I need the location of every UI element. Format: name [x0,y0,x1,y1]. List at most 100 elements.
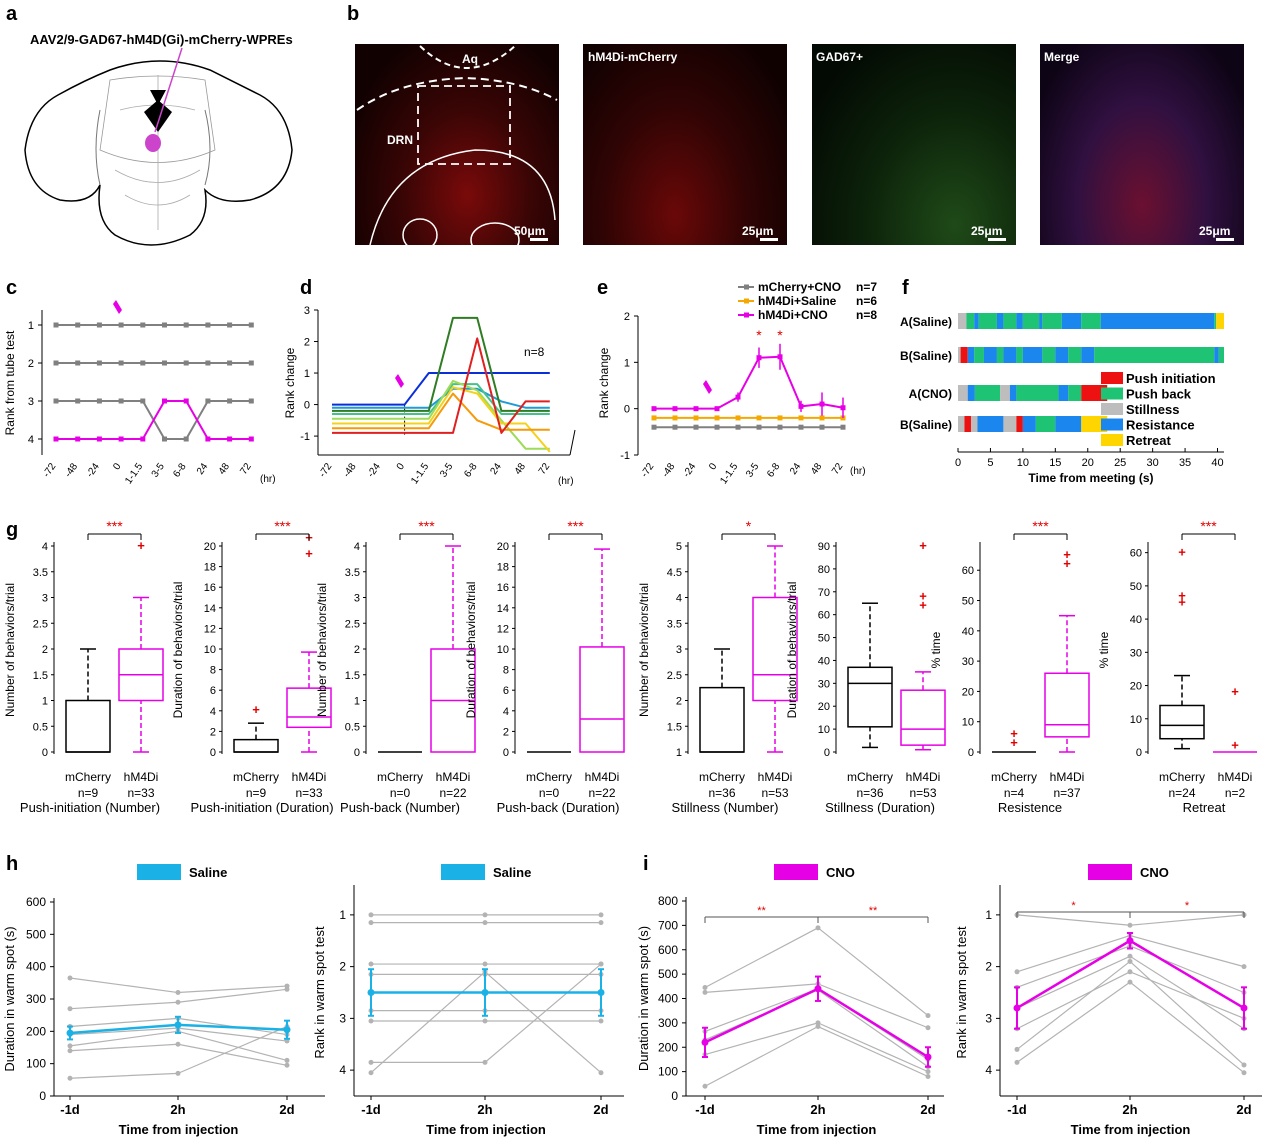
merge-title: Merge [1044,50,1080,64]
individual-point [1127,953,1133,959]
ethogram-segment [974,313,979,329]
y-tick-label: 3 [676,644,682,656]
y-tick-label: 12 [204,623,216,635]
y-tick-label: 3.5 [667,618,682,630]
mean-point [174,1021,182,1029]
data-point [672,424,678,430]
group-label: mCherry [377,770,423,784]
individual-point [175,1070,181,1076]
y-tick-label: 30 [818,678,830,690]
y-tick-label: 100 [658,1065,678,1079]
outlier: + [919,598,927,613]
individual-point [925,1025,931,1031]
x-axis-label: Time from injection [1071,1122,1191,1137]
chart-i-left: 0 100 200 300 400 500 600 700 800 Duration in war… [636,864,944,1137]
x-tick-label: 20 [1082,457,1094,469]
data-point [162,436,167,442]
data-point [798,403,804,409]
individual-line [1016,981,1245,1074]
x-tick-label: 40 [1211,457,1223,469]
data-point [140,322,146,328]
mcherry-title: hM4Di-mCherry [588,50,678,64]
x-tick-label: 2h [810,1102,825,1117]
y-tick-label: 40 [1130,614,1142,626]
data-point [205,398,211,404]
y-tick-label: 60 [1130,548,1142,560]
n-label: n=9 [78,786,99,800]
data-point [714,424,720,430]
x-tick-label: 1-1.5 [718,461,740,486]
significance-label: * [1071,900,1076,912]
y-tick-label: 3 [28,396,34,408]
outlier: + [252,702,260,717]
x-tick-label: 48 [217,461,233,477]
x-tick-label: 5 [987,457,993,469]
mean-point [481,989,489,996]
panel-title: Push-back (Duration) [497,800,620,815]
individual-line [704,927,929,1017]
panel-label-d: d [300,277,312,299]
group-label: hM4Di [758,770,793,784]
y-tick-label: 14 [497,603,509,615]
panel-label-f: f [902,277,909,299]
data-point [777,354,783,360]
individual-point [67,1048,73,1054]
ethogram-segment [1068,385,1082,401]
individual-point [1127,979,1133,985]
y-tick-label: 60 [962,565,974,577]
y-tick-label: 0 [824,747,830,759]
box [286,687,332,729]
y-tick-label: 10 [497,644,509,656]
y-tick-label: 90 [818,541,830,553]
data-point [53,398,59,404]
panel-title: Resistence [998,800,1062,815]
y-tick-label: 4 [339,1063,346,1077]
data-point [798,415,804,421]
y-tick-label: 70 [818,587,830,599]
individual-point [284,1057,290,1063]
individual-line [1016,945,1245,994]
x-tick-label: -48 [660,461,678,480]
boxplot-panel: 0 0.5 1 1.5 2 2.5 3 3.5 4 Number of behaviors/tri… [315,518,476,815]
outlier: + [1231,684,1239,699]
box [233,738,279,753]
ethogram-segment [1055,416,1082,432]
y-axis-label: Number of behaviors/trial [315,583,329,717]
data-point [205,436,211,442]
group-label: mCherry [847,770,893,784]
y-tick-label: 1.5 [33,670,48,682]
x-tick-label: 2d [279,1102,294,1117]
individual-point [368,1070,374,1076]
y-axis-label: Rank change [597,347,611,418]
individual-point [482,920,488,926]
y-tick-label: 2 [676,696,682,708]
data-point [693,424,699,430]
y-tick-label: 5 [676,541,682,553]
x-tick-label: 24 [195,461,211,477]
individual-point [482,961,488,967]
ethogram-segment [1214,347,1219,363]
ethogram-segment [1042,313,1062,329]
panel-title: Push-initiation (Duration) [190,800,333,815]
gad67-title: GAD67+ [816,50,863,64]
ethogram-segment [1081,416,1108,432]
x-axis-end [569,429,576,456]
x-tick-label: 2h [170,1102,185,1117]
outlier: + [1178,594,1186,609]
data-point [819,424,825,430]
y-tick-label: 3 [339,1011,346,1025]
y-tick-label: 50 [962,596,974,608]
legend-swatch [1101,418,1123,431]
legend-swatch [1101,434,1123,446]
data-point [118,436,124,442]
boxplot-panel: 0 2 4 6 8 10 12 14 16 18 20 Duration of behaviors/t… [171,518,334,815]
legend-swatch [1101,372,1123,384]
y-axis-label: % time [929,631,943,668]
y-tick-label: 14 [204,603,216,615]
ethogram-segment [978,313,997,329]
y-tick-label: 2 [985,960,992,974]
data-point [756,424,762,430]
data-point [672,406,678,412]
